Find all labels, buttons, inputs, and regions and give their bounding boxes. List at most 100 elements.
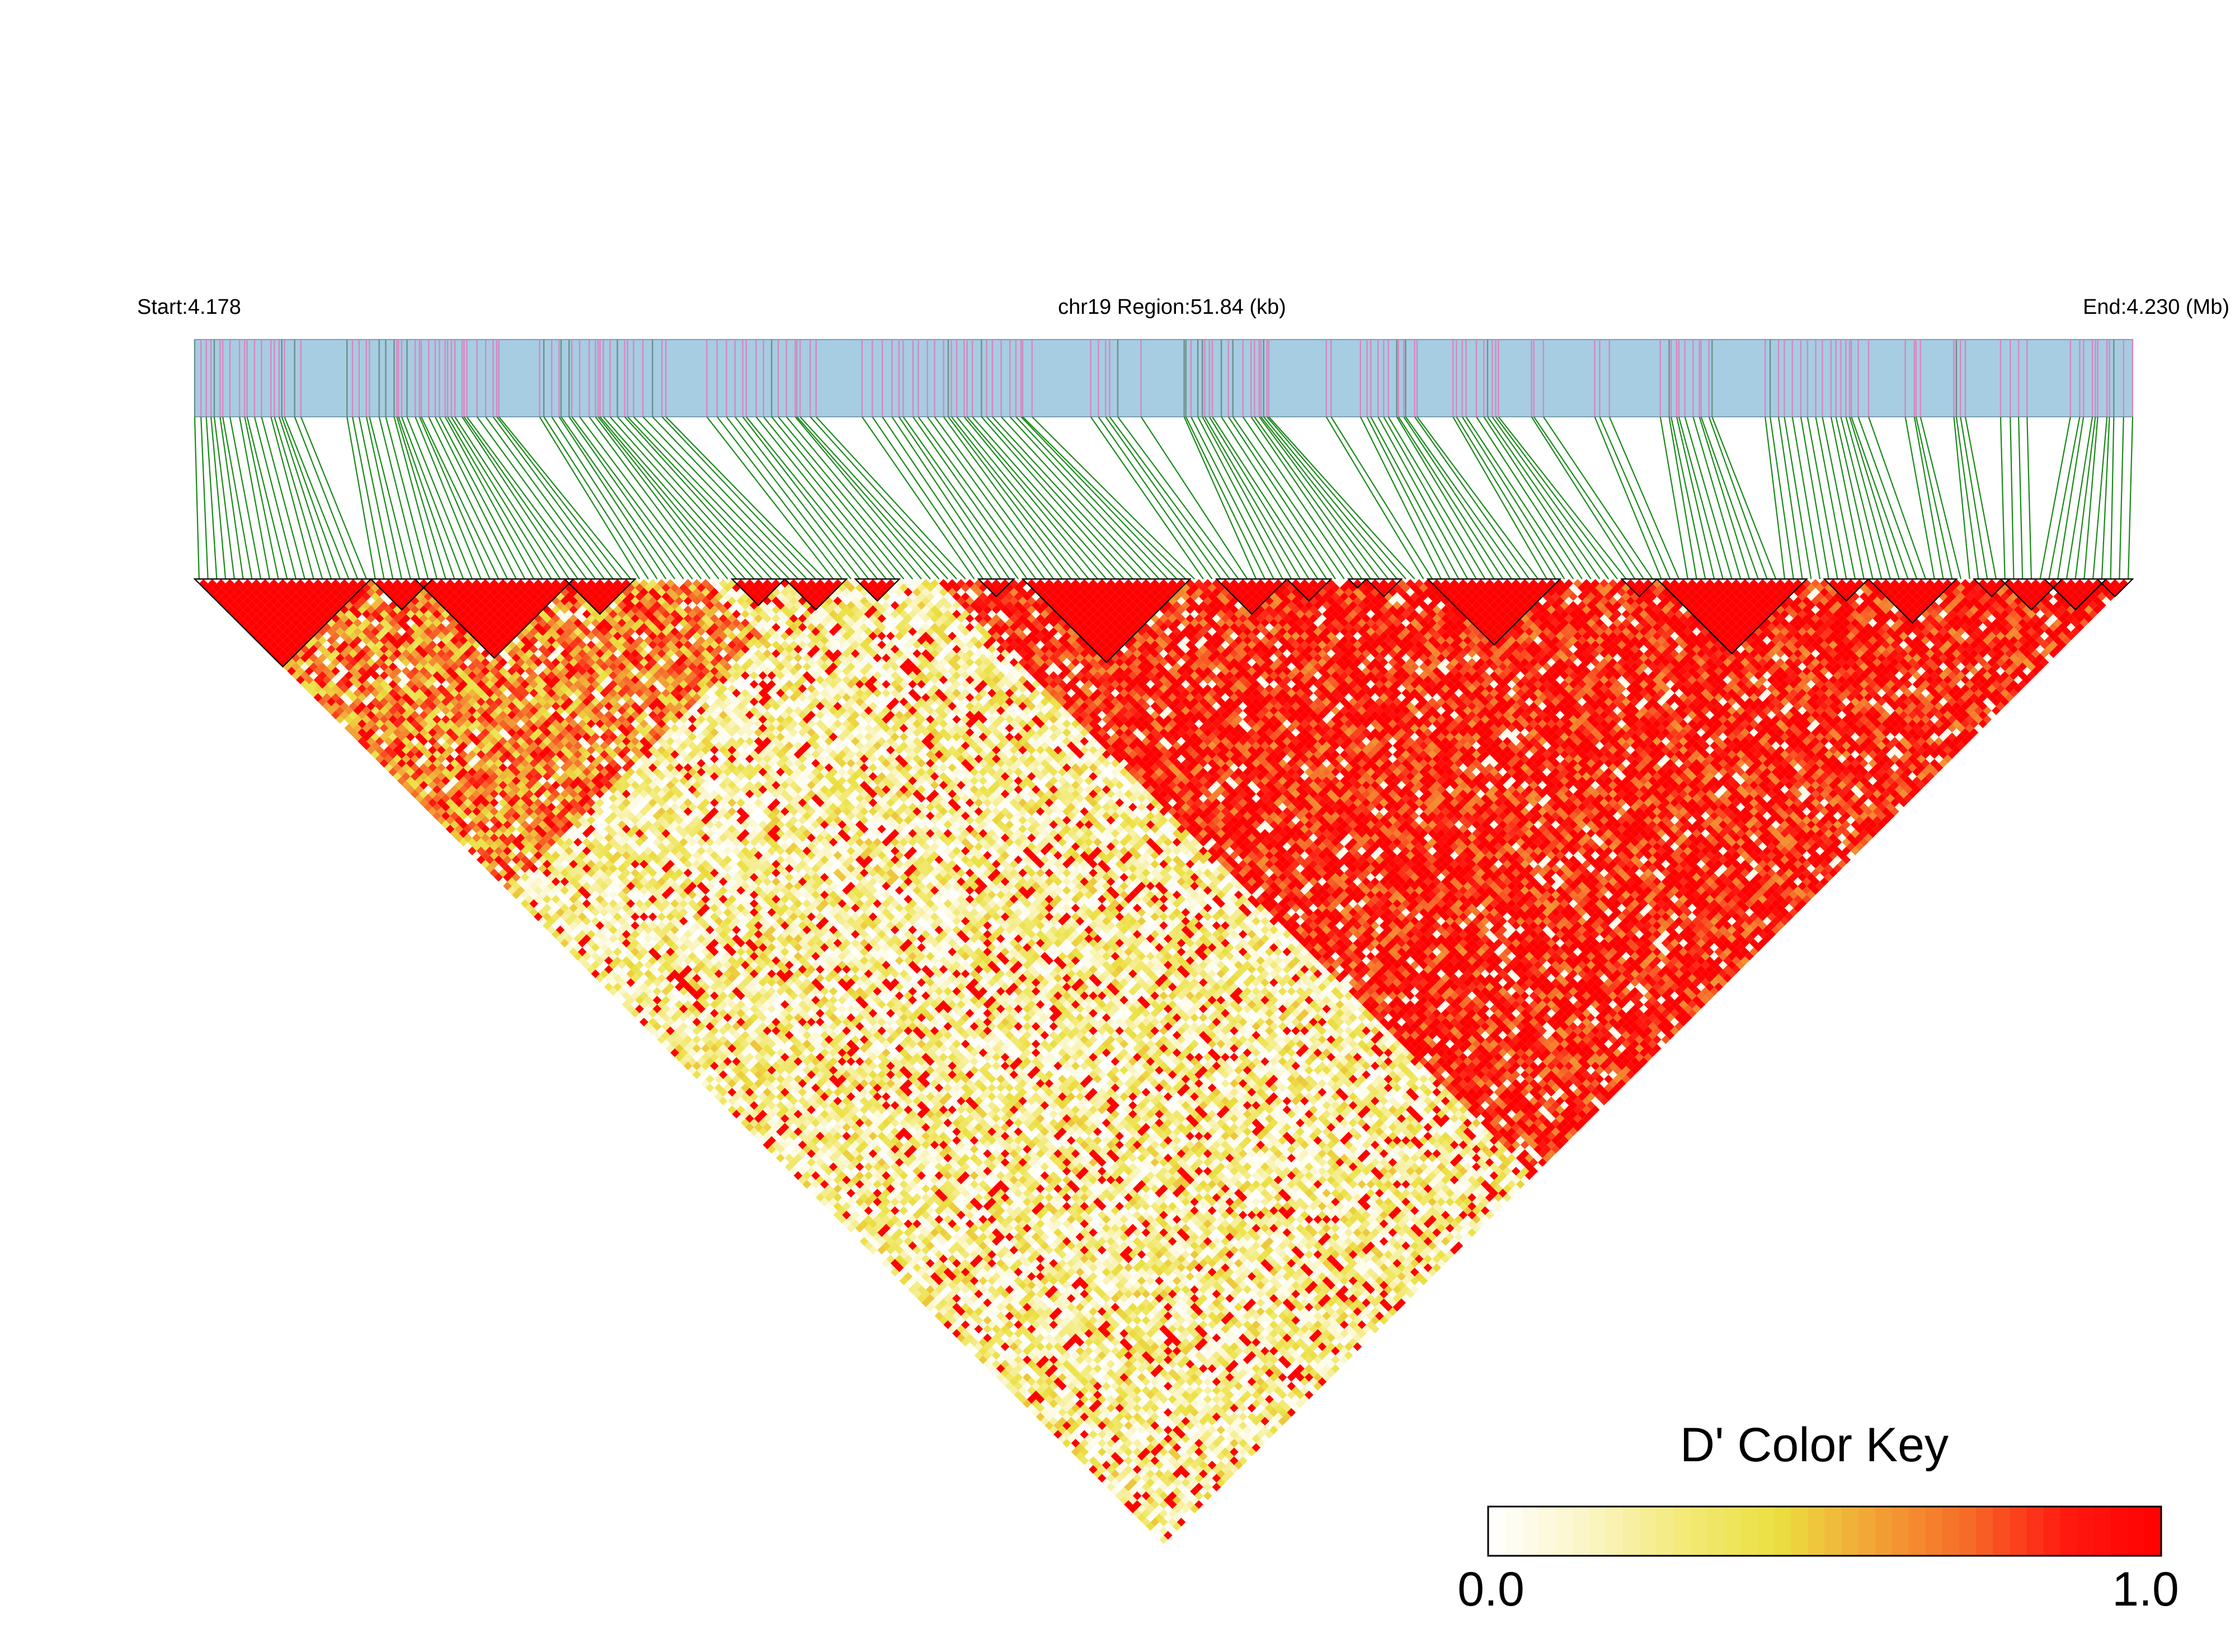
snp-connector — [270, 416, 314, 580]
ld-cell — [410, 780, 420, 790]
ld-cell — [802, 1180, 812, 1189]
ld-cell — [617, 995, 627, 1005]
ld-cell — [375, 745, 384, 755]
snp-connector — [706, 416, 834, 580]
snp-connector — [624, 416, 773, 580]
snp-connector — [1668, 416, 1697, 580]
snp-connector — [778, 416, 914, 580]
ld-cell — [688, 1057, 697, 1066]
ld-cell — [727, 1105, 737, 1114]
ld-cell — [868, 1237, 878, 1246]
ld-cell — [934, 1294, 944, 1303]
snp-connector — [2110, 416, 2115, 580]
ld-cell — [934, 1302, 944, 1312]
ld-cell — [304, 684, 314, 693]
ld-cell — [428, 789, 437, 799]
ld-cell — [987, 1364, 996, 1373]
snp-connector — [219, 416, 244, 580]
ld-cell — [1009, 1368, 1019, 1378]
ld-cell — [410, 789, 420, 799]
ld-cell — [520, 882, 530, 891]
ld-cell — [1141, 1517, 1151, 1527]
ld-cell — [340, 710, 349, 719]
snp-connector — [799, 416, 949, 580]
ld-cell — [912, 1281, 921, 1290]
snp-connector — [261, 416, 305, 580]
snp-connector — [1698, 416, 1751, 580]
ld-cell — [727, 1088, 737, 1097]
ld-cell — [895, 1254, 904, 1264]
ld-cell — [229, 592, 239, 601]
ld-cell — [300, 662, 309, 671]
snp-connector — [398, 416, 455, 580]
ld-cell — [904, 1263, 913, 1272]
ld-cell — [622, 991, 631, 1000]
ld-cell — [1141, 1509, 1151, 1518]
ld-cell — [564, 934, 574, 943]
ld-cell — [895, 1263, 904, 1272]
snp-connector — [1456, 416, 1556, 580]
snp-connector — [1659, 416, 1688, 580]
ld-cell — [661, 1039, 671, 1048]
snp-connector — [1254, 416, 1371, 580]
snp-connector — [1765, 416, 1786, 580]
ld-cell — [370, 741, 380, 750]
snp-connector — [595, 416, 719, 580]
ld-cell — [846, 1206, 855, 1215]
snp-connector — [1359, 416, 1442, 580]
ld-cell — [432, 802, 441, 812]
ld-cell — [868, 1245, 878, 1255]
snp-connector — [213, 416, 235, 580]
snp-connector — [1000, 416, 1151, 580]
ld-cell — [318, 689, 327, 698]
ld-cell — [534, 912, 543, 921]
ld-cell — [415, 794, 424, 803]
snp-connector — [1692, 416, 1742, 580]
snp-connector — [1849, 416, 1900, 580]
ld-cell — [652, 1013, 662, 1022]
ld-cell — [776, 1145, 785, 1154]
ld-cell — [463, 842, 472, 851]
ld-cell — [556, 916, 565, 926]
ld-cell — [252, 623, 261, 632]
ld-cell — [890, 1250, 900, 1259]
ld-cell — [304, 666, 314, 676]
snp-connector — [1830, 416, 1865, 580]
ld-cell — [683, 1052, 693, 1062]
snp-connector — [1202, 416, 1292, 580]
snp-connector — [1105, 416, 1222, 580]
ld-cell — [890, 1259, 900, 1268]
snp-connector — [365, 416, 403, 580]
snp-connector — [1221, 416, 1328, 580]
snp-connector — [633, 416, 790, 580]
snp-connector — [746, 416, 878, 580]
snp-connector — [568, 416, 684, 580]
ld-cell — [1097, 1474, 1107, 1483]
snp-connector — [1964, 416, 1997, 580]
ld-cell — [745, 1114, 754, 1123]
ld-cell — [243, 605, 252, 614]
ld-cell — [657, 1026, 666, 1036]
ld-cell — [617, 978, 627, 987]
snp-connector — [1204, 416, 1301, 580]
snp-connector — [579, 416, 702, 580]
snp-connector — [963, 416, 1098, 580]
ld-cell — [692, 1061, 702, 1071]
ld-cell — [1062, 1438, 1071, 1448]
ld-cell — [1040, 1399, 1050, 1408]
ld-cell — [577, 956, 587, 965]
ld-cell — [824, 1184, 834, 1193]
ld-cell — [450, 829, 459, 838]
snp-connector — [539, 416, 641, 580]
ld-cell — [511, 873, 521, 882]
ld-cell — [353, 732, 363, 742]
ld-cell — [582, 961, 591, 969]
ld-cell — [534, 895, 543, 904]
ld-cell — [238, 601, 248, 610]
ld-cell — [1044, 1421, 1054, 1430]
snp-connector — [972, 416, 1116, 580]
ld-cell — [476, 846, 486, 855]
ld-cell — [291, 653, 300, 662]
ld-cell — [547, 925, 556, 935]
snp-connector — [597, 416, 728, 580]
